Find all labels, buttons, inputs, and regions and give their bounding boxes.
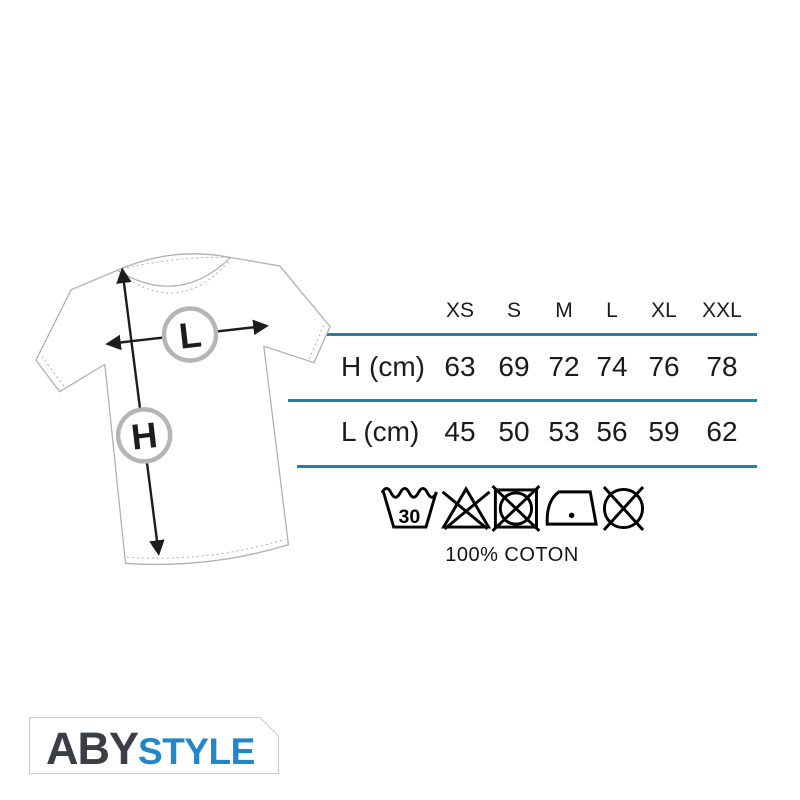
right-cuff-stitch-line bbox=[307, 325, 325, 362]
height-value-l: 74 bbox=[596, 351, 628, 382]
hem-stitch-line bbox=[126, 538, 286, 559]
width-value-s: 50 bbox=[498, 416, 530, 447]
table-divider-middle bbox=[288, 399, 757, 402]
logo-text-style: STYLE bbox=[138, 731, 255, 772]
width-value-m: 53 bbox=[548, 416, 580, 447]
svg-text:30: 30 bbox=[398, 506, 420, 528]
iron-low-heat-icon bbox=[545, 490, 598, 526]
logo-text-aby: ABY bbox=[46, 723, 139, 774]
height-label-text: H bbox=[129, 414, 159, 458]
size-header-xxl: XXL bbox=[702, 299, 742, 322]
size-header-m: M bbox=[555, 299, 573, 322]
row-label-height: H (cm) bbox=[341, 351, 425, 382]
brand-logo: ABYSTYLE bbox=[29, 717, 279, 774]
height-value-xl: 76 bbox=[648, 351, 680, 382]
size-header-xl: XL bbox=[651, 299, 677, 322]
size-header-l: L bbox=[606, 299, 618, 322]
width-value-xs: 45 bbox=[444, 416, 476, 447]
height-value-s: 69 bbox=[498, 351, 530, 382]
row-label-width: L (cm) bbox=[341, 416, 420, 447]
table-divider-top bbox=[276, 333, 757, 336]
composition-text: 100% COTON bbox=[445, 544, 579, 566]
wash-30-icon: 30 bbox=[381, 487, 438, 529]
tshirt-diagram: L H bbox=[35, 253, 331, 565]
width-value-xxl: 62 bbox=[706, 416, 738, 447]
width-value-l: 56 bbox=[596, 416, 628, 447]
logo-frame bbox=[29, 717, 279, 774]
do-not-bleach-icon bbox=[441, 486, 492, 531]
height-label-badge bbox=[115, 407, 173, 464]
size-header-xs: XS bbox=[445, 299, 474, 322]
logo-text: ABYSTYLE bbox=[46, 723, 255, 775]
size-header-s: S bbox=[506, 299, 521, 322]
do-not-dry-clean-icon bbox=[602, 486, 645, 531]
left-cuff-stitch-line bbox=[41, 356, 66, 389]
width-label-badge bbox=[161, 306, 219, 363]
table-divider-bottom bbox=[297, 465, 757, 468]
width-value-xl: 59 bbox=[648, 416, 680, 447]
care-symbols: 30 bbox=[381, 484, 645, 533]
height-value-m: 72 bbox=[548, 351, 580, 382]
width-label-text: L bbox=[177, 313, 203, 356]
height-value-xxl: 78 bbox=[706, 351, 738, 382]
height-value-xs: 63 bbox=[444, 351, 476, 382]
do-not-tumble-dry-icon bbox=[491, 484, 541, 533]
